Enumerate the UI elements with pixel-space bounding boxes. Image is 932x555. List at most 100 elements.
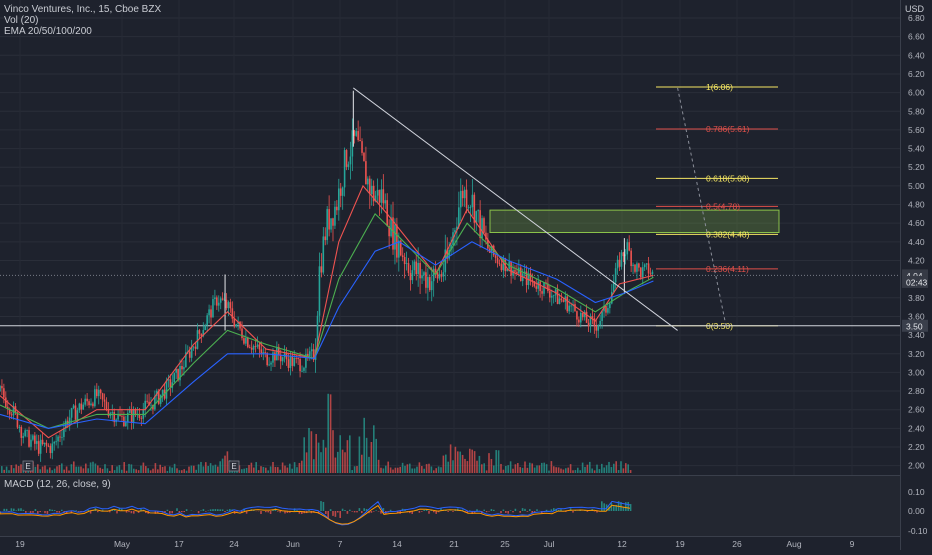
candle-body <box>259 344 261 349</box>
macd-histogram-bar <box>435 511 437 514</box>
macd-histogram-bar <box>335 511 337 517</box>
macd-histogram-bar <box>217 509 219 511</box>
volume-bar <box>107 468 109 473</box>
candle-body <box>44 443 46 444</box>
candle-body <box>0 386 1 391</box>
volume-bar <box>282 462 284 473</box>
macd-histogram-bar <box>491 509 493 511</box>
time-tick-label: 21 <box>449 539 459 549</box>
earnings-marker-label: E <box>25 462 30 471</box>
volume-bar <box>630 470 632 473</box>
candle-body <box>443 272 445 276</box>
macd-histogram-bar <box>488 511 490 512</box>
macd-histogram-bar <box>25 511 27 513</box>
candle-body <box>636 263 638 271</box>
volume-bar <box>493 465 495 473</box>
volume-bar <box>481 464 483 473</box>
candle-body <box>53 442 55 444</box>
candle-body <box>605 306 607 313</box>
volume-bar <box>97 465 99 473</box>
volume-bar <box>596 465 598 473</box>
candle-body <box>295 358 297 359</box>
volume-bar <box>589 462 591 473</box>
volume-bar <box>18 466 20 473</box>
candle-body <box>303 368 305 371</box>
candle-body <box>98 390 100 396</box>
volume-indicator-label[interactable]: Vol (20) <box>4 15 161 26</box>
candle-body <box>460 191 462 208</box>
macd-histogram-bar <box>378 511 380 512</box>
volume-bar <box>534 468 536 473</box>
candle-body <box>479 210 481 238</box>
volume-bar <box>11 465 13 473</box>
candle-body <box>537 282 539 289</box>
price-tick-label: 4.20 <box>908 255 925 265</box>
macd-histogram-bar <box>205 511 207 512</box>
macd-histogram-bar <box>323 502 325 511</box>
candle-body <box>36 441 38 444</box>
candle-body <box>77 410 79 420</box>
volume-bar <box>498 450 500 473</box>
candle-body <box>359 140 361 141</box>
candle-body <box>141 418 143 419</box>
macd-indicator-label[interactable]: MACD (12, 26, close, 9) <box>4 479 111 490</box>
candle-body <box>563 300 565 302</box>
volume-bar <box>419 462 421 473</box>
macd-histogram-bar <box>131 511 133 513</box>
volume-bar <box>212 466 214 473</box>
price-tick-label: 2.60 <box>908 405 925 415</box>
candle-body <box>582 313 584 317</box>
volume-bar <box>215 465 217 473</box>
currency-label: USD <box>905 4 924 14</box>
ema-indicator-label[interactable]: EMA 20/50/100/200 <box>4 26 161 37</box>
candle-body <box>365 161 367 184</box>
candle-body <box>28 430 30 447</box>
volume-bar <box>462 455 464 473</box>
volume-bar <box>330 394 332 473</box>
volume-bar <box>210 463 212 473</box>
candle-body <box>441 274 443 276</box>
volume-bar <box>527 468 529 473</box>
candle-body <box>181 366 183 369</box>
candle-body <box>535 286 537 289</box>
time-tick-label: 19 <box>675 539 685 549</box>
fib-level-label: 0.5(4.78) <box>706 201 740 211</box>
volume-bar <box>337 452 339 473</box>
volume-bar <box>167 471 169 473</box>
candle-body <box>32 435 34 439</box>
macd-histogram-bar <box>519 511 521 513</box>
volume-bar <box>402 463 404 473</box>
macd-histogram-bar <box>169 511 171 514</box>
volume-bar <box>51 470 53 473</box>
candle-body <box>59 437 61 438</box>
macd-histogram-bar <box>452 511 454 512</box>
candle-body <box>619 260 621 267</box>
volume-bar <box>347 440 349 473</box>
volume-bar <box>495 450 497 473</box>
candle-body <box>580 313 582 323</box>
candle-body <box>129 410 131 413</box>
volume-bar <box>438 466 440 473</box>
volume-bar <box>169 466 171 473</box>
candle-body <box>431 281 433 290</box>
candle-body <box>206 315 208 325</box>
candle-body <box>48 446 50 447</box>
candle-body <box>346 150 348 167</box>
volume-bar <box>37 464 39 473</box>
candle-body <box>626 242 628 254</box>
candle-body <box>435 269 437 273</box>
macd-histogram-bar <box>128 511 130 512</box>
macd-histogram-bar <box>97 511 99 512</box>
candle-body <box>621 252 623 266</box>
macd-histogram-bar <box>198 511 200 513</box>
macd-histogram-bar <box>296 510 298 511</box>
volume-bar <box>443 456 445 473</box>
price-tick-label: 5.40 <box>908 144 925 154</box>
time-tick-label: 26 <box>732 539 742 549</box>
volume-bar <box>507 465 509 473</box>
candle-body <box>410 273 412 280</box>
volume-bar <box>608 462 610 473</box>
symbol-label[interactable]: Vinco Ventures, Inc., 15, Cboe BZX <box>4 4 161 15</box>
